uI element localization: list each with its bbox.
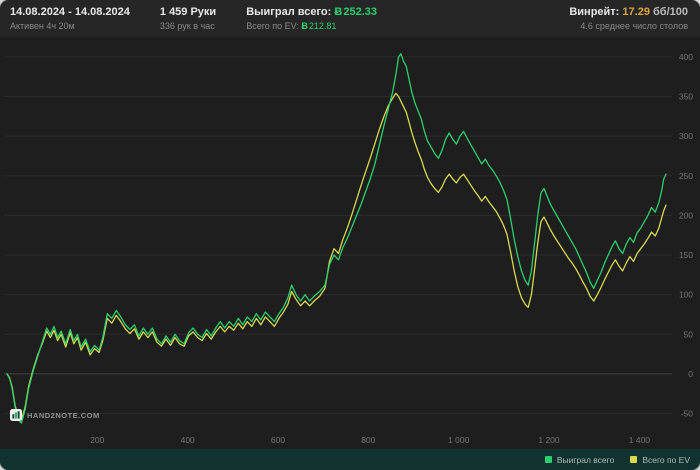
svg-text:50: 50 bbox=[684, 329, 694, 339]
bottom-bar: Выиграл всего Всего по EV bbox=[0, 449, 700, 470]
bigblind-icon: Ƀ bbox=[301, 21, 308, 31]
svg-text:350: 350 bbox=[679, 92, 693, 102]
won-total-line: Выиграл всего: Ƀ252.33 bbox=[246, 6, 377, 19]
hands-count: 1 459 Руки bbox=[159, 6, 217, 18]
svg-text:200: 200 bbox=[679, 210, 693, 220]
legend-swatch-ev bbox=[630, 456, 638, 463]
date-range: 14.08.2024 - 14.08.2024 bbox=[10, 6, 130, 18]
bigblind-icon: Ƀ bbox=[334, 6, 343, 18]
active-time: Активен 4ч 20м bbox=[10, 21, 75, 31]
stat-hands: 1 459 Руки 336 рук в час bbox=[160, 6, 216, 32]
svg-text:150: 150 bbox=[679, 250, 693, 260]
svg-text:800: 800 bbox=[361, 435, 375, 445]
legend-swatch-won bbox=[544, 456, 552, 463]
svg-text:600: 600 bbox=[271, 435, 285, 445]
winrate-unit: бб/100 bbox=[653, 6, 688, 18]
svg-text:250: 250 bbox=[679, 171, 693, 181]
svg-text:0: 0 bbox=[688, 369, 693, 379]
svg-text:1 200: 1 200 bbox=[538, 435, 560, 445]
winnings-chart[interactable]: -50 0 50 100 150 200 250 300 350 400 200 400 600 800 1… bbox=[0, 37, 700, 449]
legend-item-won[interactable]: Выиграл всего bbox=[544, 454, 615, 465]
hands-per-hour: 336 рук в час bbox=[159, 21, 215, 31]
hand2note-logo[interactable]: HAND2NOTE.COM bbox=[10, 409, 100, 421]
stat-winnings: Выиграл всего: Ƀ252.33 Всего по EV: Ƀ212… bbox=[246, 6, 377, 32]
stat-date-range: 14.08.2024 - 14.08.2024 Активен 4ч 20м bbox=[10, 6, 130, 32]
legend-item-ev[interactable]: Всего по EV bbox=[630, 455, 690, 465]
winrate-line: Винрейт: 17.29 бб/100 bbox=[569, 6, 688, 19]
svg-text:200: 200 bbox=[90, 435, 104, 445]
ev-total-line: Всего по EV: Ƀ212.81 bbox=[246, 21, 377, 32]
svg-text:100: 100 bbox=[679, 290, 693, 300]
winrate-value: 17.29 bbox=[622, 6, 650, 18]
session-summary-header: 14.08.2024 - 14.08.2024 Активен 4ч 20м 1… bbox=[0, 0, 700, 37]
hand2note-logo-icon bbox=[10, 409, 22, 421]
chart-canvas[interactable]: -50 0 50 100 150 200 250 300 350 400 200 400 600 800 1… bbox=[0, 37, 700, 449]
winrate-label: Винрейт: bbox=[569, 6, 620, 18]
svg-text:400: 400 bbox=[679, 52, 693, 62]
legend-label-won: Выиграл всего bbox=[556, 454, 615, 465]
won-total-value-group: Ƀ252.33 bbox=[334, 6, 377, 18]
svg-text:400: 400 bbox=[181, 435, 195, 445]
svg-text:300: 300 bbox=[679, 131, 693, 141]
won-label: Выиграл всего: bbox=[246, 6, 332, 18]
logo-text: HAND2NOTE.COM bbox=[27, 410, 100, 420]
ev-total-value-group: Ƀ212.81 bbox=[301, 21, 336, 31]
svg-text:1 400: 1 400 bbox=[629, 435, 651, 445]
stat-winrate: Винрейт: 17.29 бб/100 4.6 среднее число … bbox=[569, 6, 688, 32]
ev-value: 212.81 bbox=[308, 21, 337, 31]
avg-tables: 4.6 среднее число столов bbox=[580, 21, 688, 31]
svg-text:1 000: 1 000 bbox=[448, 435, 470, 445]
svg-text:-50: -50 bbox=[681, 409, 694, 419]
ev-label: Всего по EV: bbox=[246, 21, 299, 31]
won-value: 252.33 bbox=[343, 6, 377, 18]
legend-label-ev: Всего по EV bbox=[642, 454, 690, 465]
